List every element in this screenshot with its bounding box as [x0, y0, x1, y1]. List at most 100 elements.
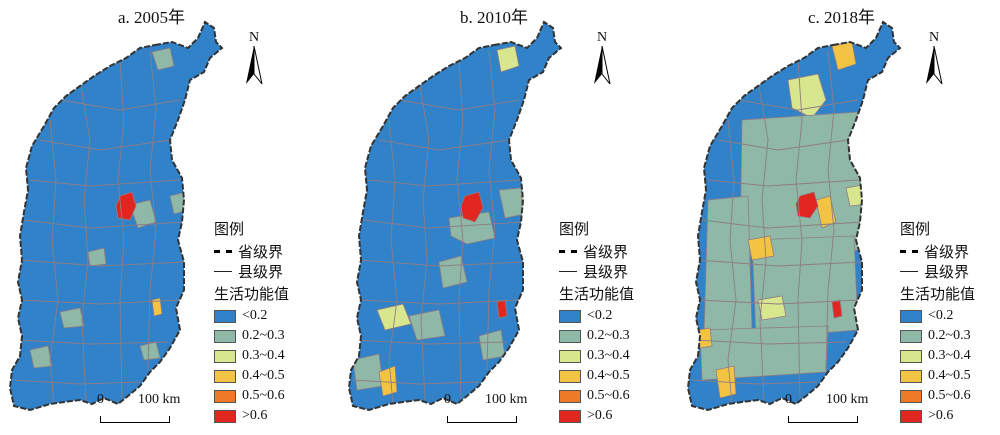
scale-zero: 0: [785, 392, 792, 408]
county-line-swatch: [559, 271, 577, 272]
legend-class-label: 0.2~0.3: [242, 328, 285, 344]
province-line-swatch: [214, 250, 232, 253]
legend-swatch: [559, 390, 581, 403]
north-arrow-icon: [923, 46, 945, 84]
north-label: N: [243, 30, 265, 46]
legend-county: 县级界: [583, 261, 628, 282]
legend-swatch: [900, 330, 922, 343]
legend-swatch: [559, 310, 581, 323]
legend-class-label: 0.5~0.6: [242, 388, 285, 404]
legend-class-label: >0.6: [587, 408, 612, 424]
legend-classes: <0.2 0.2~0.3 0.3~0.4 0.4~0.5 0.5~0.6 >0.6: [214, 306, 289, 426]
county-region: [846, 184, 870, 206]
legend-swatch: [214, 390, 236, 403]
legend-swatch: [900, 350, 922, 363]
county-region: [832, 300, 842, 318]
map-panel-2010: b. 2010年 N 图例 省级界 县级界 生活功能值 <0.2 0.2~0.3 0…: [339, 0, 672, 435]
county-region: [748, 236, 774, 260]
legend-province: 省级界: [238, 241, 283, 262]
legend-class-label: 0.2~0.3: [587, 328, 630, 344]
legend-classes: <0.2 0.2~0.3 0.3~0.4 0.4~0.5 0.5~0.6 >0.6: [900, 306, 975, 426]
legend-class-label: 0.5~0.6: [587, 388, 630, 404]
legend-classes: <0.2 0.2~0.3 0.3~0.4 0.4~0.5 0.5~0.6 >0.6: [559, 306, 634, 426]
legend-county: 县级界: [924, 261, 969, 282]
legend-class-label: <0.2: [928, 308, 953, 324]
legend: 图例 省级界 县级界 生活功能值 <0.2 0.2~0.3 0.3~0.4 0.4~0…: [214, 218, 289, 426]
legend-value-title: 生活功能值: [900, 283, 975, 304]
legend-swatch: [214, 350, 236, 363]
legend-class-item: 0.2~0.3: [559, 326, 634, 346]
north-label: N: [923, 30, 945, 46]
legend-swatch: [900, 390, 922, 403]
legend-class-item: 0.2~0.3: [214, 326, 289, 346]
legend-swatch: [214, 410, 236, 423]
county-region: [60, 308, 84, 328]
legend-class-item: <0.2: [900, 306, 975, 326]
legend-class-label: 0.5~0.6: [928, 388, 971, 404]
legend: 图例 省级界 县级界 生活功能值 <0.2 0.2~0.3 0.3~0.4 0.4~0…: [900, 218, 975, 426]
legend-class-item: 0.4~0.5: [900, 366, 975, 386]
legend-class-label: 0.3~0.4: [587, 348, 630, 364]
scale-distance: 100 km: [826, 392, 868, 408]
north-arrow: N: [591, 30, 613, 88]
scale-bar-line: [100, 416, 170, 423]
legend-class-item: 0.3~0.4: [559, 346, 634, 366]
county-region: [497, 300, 507, 318]
legend-class-item: >0.6: [214, 406, 289, 426]
north-label: N: [591, 30, 613, 46]
legend-province: 省级界: [583, 241, 628, 262]
legend-swatch: [900, 310, 922, 323]
legend-class-item: 0.5~0.6: [900, 386, 975, 406]
north-arrow: N: [243, 30, 265, 88]
province-line-swatch: [900, 250, 918, 253]
legend-value-title: 生活功能值: [559, 283, 634, 304]
scale-bar-line: [788, 416, 858, 423]
legend-title: 图例: [900, 218, 975, 239]
map-panel-2005: a. 2005年 N 图例 省级界 县级界 生活功能值 <0.2 0.2~0.3 0…: [0, 0, 333, 435]
legend-class-label: >0.6: [928, 408, 953, 424]
north-arrow: N: [923, 30, 945, 88]
north-arrow-icon: [243, 46, 265, 84]
legend-class-item: 0.4~0.5: [559, 366, 634, 386]
legend-class-item: 0.4~0.5: [214, 366, 289, 386]
legend-class-item: <0.2: [559, 306, 634, 326]
legend-title: 图例: [214, 218, 289, 239]
legend-swatch: [900, 370, 922, 383]
legend-class-item: >0.6: [559, 406, 634, 426]
legend-swatch: [559, 410, 581, 423]
north-arrow-icon: [591, 46, 613, 84]
legend-county: 县级界: [238, 261, 283, 282]
legend: 图例 省级界 县级界 生活功能值 <0.2 0.2~0.3 0.3~0.4 0.4~0…: [559, 218, 634, 426]
legend-class-item: 0.3~0.4: [214, 346, 289, 366]
province-line-swatch: [559, 250, 577, 253]
legend-class-label: 0.3~0.4: [242, 348, 285, 364]
legend-class-item: 0.5~0.6: [214, 386, 289, 406]
map-panel-2018: c. 2018年 N 图例 省级界 县级界 生活功能值 <0.2 0.2~0.3 0…: [678, 0, 1000, 435]
legend-class-label: 0.3~0.4: [928, 348, 971, 364]
legend-class-label: 0.2~0.3: [928, 328, 971, 344]
legend-class-item: >0.6: [900, 406, 975, 426]
county-region: [704, 196, 752, 336]
legend-swatch: [559, 370, 581, 383]
legend-swatch: [214, 330, 236, 343]
scale-distance: 100 km: [485, 392, 527, 408]
scale-distance: 100 km: [138, 392, 180, 408]
legend-class-label: <0.2: [242, 308, 267, 324]
county-region: [30, 346, 52, 368]
legend-class-item: 0.5~0.6: [559, 386, 634, 406]
legend-class-item: 0.2~0.3: [900, 326, 975, 346]
county-line-swatch: [900, 271, 918, 272]
legend-class-label: 0.4~0.5: [928, 368, 971, 384]
scale-bar-line: [447, 416, 517, 423]
legend-value-title: 生活功能值: [214, 283, 289, 304]
legend-swatch: [214, 310, 236, 323]
scale-zero: 0: [97, 392, 104, 408]
legend-class-item: <0.2: [214, 306, 289, 326]
legend-class-label: <0.2: [587, 308, 612, 324]
scale-zero: 0: [444, 392, 451, 408]
legend-class-label: >0.6: [242, 408, 267, 424]
legend-class-label: 0.4~0.5: [587, 368, 630, 384]
legend-swatch: [559, 350, 581, 363]
legend-swatch: [214, 370, 236, 383]
legend-class-label: 0.4~0.5: [242, 368, 285, 384]
